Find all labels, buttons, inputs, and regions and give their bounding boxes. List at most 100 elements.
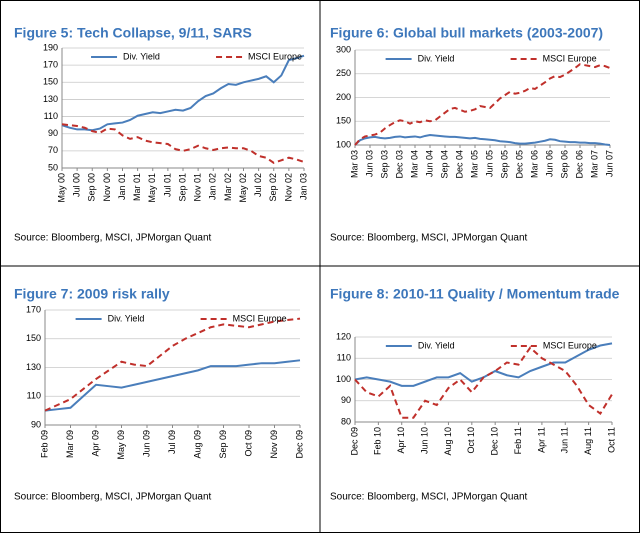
y-tick-label: 50 [48, 162, 58, 172]
y-tick-label: 170 [26, 304, 41, 314]
x-tick-label: May 00 [56, 173, 66, 203]
x-tick-label: Sep 03 [379, 150, 389, 179]
series-line [354, 63, 611, 146]
x-tick-label: Jul 01 [162, 173, 172, 197]
legend-label: Div. Yield [418, 53, 455, 63]
x-tick-label: Mar 09 [65, 430, 75, 458]
series-line [61, 54, 305, 132]
chart-title: Figure 6: Global bull markets (2003-2007… [330, 25, 603, 41]
x-tick-label: Sep 05 [499, 150, 509, 179]
x-tick-label: Nov 00 [102, 173, 112, 202]
x-tick-label: Sep 02 [268, 173, 278, 202]
x-tick-label: Jun 07 [604, 150, 614, 177]
x-tick-label: Jun 04 [424, 150, 434, 177]
legend-label: Div. Yield [108, 313, 145, 323]
legend-label: Div. Yield [418, 340, 455, 350]
x-tick-label: Jun 11 [560, 427, 570, 453]
x-tick-label: May 02 [238, 173, 248, 203]
x-tick-label: Dec 06 [574, 150, 584, 179]
x-tick-label: May 01 [147, 173, 157, 203]
y-tick-label: 250 [336, 68, 351, 78]
y-tick-label: 90 [48, 128, 58, 138]
x-tick-label: Oct 09 [243, 430, 253, 457]
y-tick-label: 130 [43, 94, 58, 104]
y-tick-label: 90 [341, 395, 351, 405]
y-tick-label: 190 [43, 42, 58, 52]
y-tick-label: 100 [336, 374, 351, 384]
x-tick-label: Dec 03 [394, 150, 404, 179]
x-tick-label: Jan 01 [117, 173, 127, 200]
x-tick-label: Sep 09 [218, 430, 228, 459]
x-tick-label: Jul 02 [253, 173, 263, 197]
x-tick-label: Feb 10 [373, 427, 383, 455]
y-tick-label: 110 [27, 391, 41, 401]
x-tick-label: Dec 05 [514, 150, 524, 179]
x-tick-label: Mar 07 [589, 150, 599, 178]
x-tick-label: Jan 02 [208, 173, 218, 200]
series-line [354, 346, 613, 419]
x-tick-label: Sep 04 [439, 150, 449, 179]
x-tick-label: Jun 10 [419, 427, 429, 454]
y-tick-label: 110 [44, 111, 58, 121]
y-tick-label: 170 [43, 60, 58, 70]
x-tick-label: Nov 01 [193, 173, 203, 202]
y-tick-label: 150 [336, 116, 351, 126]
chart-title: Figure 5: Tech Collapse, 9/11, SARS [14, 25, 252, 41]
x-tick-label: Mar 04 [409, 150, 419, 178]
x-tick-label: Mar 06 [529, 150, 539, 178]
x-tick-label: Oct 11 [606, 427, 616, 453]
x-tick-label: Aug 09 [192, 430, 202, 459]
x-tick-label: Apr 10 [396, 427, 406, 454]
x-tick-label: Sep 00 [87, 173, 97, 202]
y-tick-label: 130 [26, 362, 41, 372]
legend-label: MSCI Europe [543, 53, 597, 63]
x-tick-label: Dec 10 [490, 427, 500, 456]
x-tick-label: Dec 09 [294, 430, 304, 459]
source-note: Source: Bloomberg, MSCI, JPMorgan Quant [330, 492, 528, 503]
y-tick-label: 150 [26, 333, 41, 343]
x-tick-label: Jun 09 [141, 430, 151, 457]
x-tick-label: Dec 09 [349, 427, 359, 456]
x-tick-label: Apr 09 [90, 430, 100, 457]
x-tick-label: Nov 09 [269, 430, 279, 459]
legend-label: MSCI Europe [543, 340, 597, 350]
x-tick-label: Mar 01 [132, 173, 142, 201]
x-tick-label: Feb 11 [513, 427, 523, 454]
x-tick-label: Dec 04 [454, 150, 464, 179]
x-tick-label: Apr 11 [536, 427, 546, 453]
chart-title: Figure 8: 2010-11 Quality / Momentum tra… [330, 286, 620, 302]
legend-label: Div. Yield [123, 51, 160, 61]
x-tick-label: Feb 09 [39, 430, 49, 458]
x-tick-label: Aug 10 [443, 427, 453, 456]
x-tick-label: Jul 09 [167, 430, 177, 454]
series-line [61, 123, 305, 164]
y-tick-label: 80 [341, 416, 351, 426]
x-tick-label: Jan 03 [298, 173, 308, 200]
x-tick-label: May 09 [116, 430, 126, 460]
series-line [44, 359, 301, 412]
y-tick-label: 120 [336, 331, 351, 341]
y-tick-label: 300 [336, 44, 351, 54]
source-note: Source: Bloomberg, MSCI, JPMorgan Quant [14, 233, 212, 244]
y-tick-label: 70 [48, 145, 58, 155]
x-tick-label: Jun 05 [484, 150, 494, 177]
x-tick-label: Jun 03 [364, 150, 374, 177]
x-tick-label: Sep 06 [559, 150, 569, 179]
y-tick-label: 200 [336, 92, 351, 102]
legend-label: MSCI Europe [233, 313, 287, 323]
y-tick-label: 100 [336, 139, 351, 149]
x-tick-label: Jul 00 [72, 173, 82, 197]
y-tick-label: 110 [337, 353, 351, 363]
chart-title: Figure 7: 2009 risk rally [14, 286, 170, 302]
x-tick-label: Mar 05 [469, 150, 479, 178]
x-tick-label: Aug 11 [583, 427, 593, 455]
y-tick-label: 90 [31, 419, 41, 429]
x-tick-label: Jun 06 [544, 150, 554, 177]
x-tick-label: Sep 01 [177, 173, 187, 202]
series-line [354, 134, 611, 146]
source-note: Source: Bloomberg, MSCI, JPMorgan Quant [330, 233, 528, 244]
x-tick-label: Nov 02 [283, 173, 293, 202]
legend-label: MSCI Europe [248, 51, 302, 61]
y-tick-label: 150 [43, 77, 58, 87]
